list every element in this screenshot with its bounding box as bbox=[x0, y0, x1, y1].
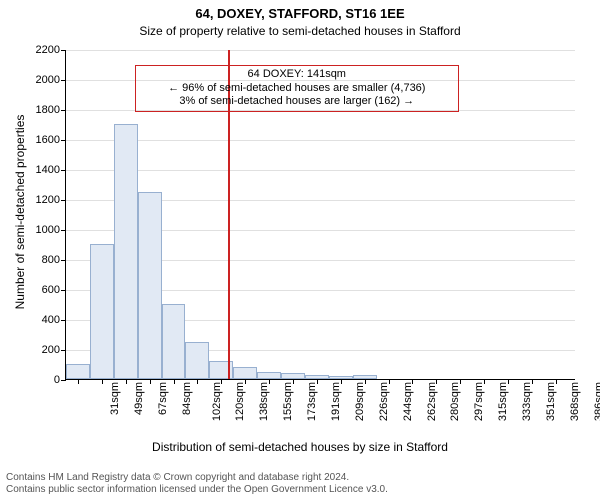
xtick-label: 31sqm bbox=[109, 382, 121, 415]
ytick-label: 800 bbox=[42, 254, 66, 266]
ytick-label: 1000 bbox=[36, 224, 66, 236]
xtick-mark bbox=[221, 379, 222, 384]
xtick-label: 173sqm bbox=[306, 382, 318, 421]
ytick-label: 600 bbox=[42, 284, 66, 296]
xtick-label: 315sqm bbox=[497, 382, 509, 421]
chart-footer: Contains HM Land Registry data © Crown c… bbox=[0, 472, 600, 495]
ytick-label: 1800 bbox=[36, 104, 66, 116]
xtick-mark bbox=[556, 379, 557, 384]
chart-subtitle: Size of property relative to semi-detach… bbox=[0, 24, 600, 38]
xtick-mark bbox=[317, 379, 318, 384]
xtick-mark bbox=[150, 379, 151, 384]
xtick-mark bbox=[269, 379, 270, 384]
xtick-label: 280sqm bbox=[450, 382, 462, 421]
annotation-line-1: 64 DOXEY: 141sqm bbox=[140, 68, 454, 82]
xtick-mark bbox=[78, 379, 79, 384]
xtick-mark bbox=[460, 379, 461, 384]
xtick-mark bbox=[174, 379, 175, 384]
xtick-label: 138sqm bbox=[258, 382, 270, 421]
histogram-bar bbox=[66, 364, 90, 379]
xtick-label: 120sqm bbox=[235, 382, 247, 421]
histogram-bar bbox=[257, 372, 281, 380]
xtick-mark bbox=[341, 379, 342, 384]
xtick-mark bbox=[532, 379, 533, 384]
histogram-bar bbox=[185, 342, 209, 380]
histogram-bar bbox=[90, 244, 114, 379]
ytick-label: 400 bbox=[42, 314, 66, 326]
annotation-line-2: ← 96% of semi-detached houses are smalle… bbox=[140, 82, 454, 96]
ytick-label: 0 bbox=[54, 374, 66, 386]
footer-line-2: Contains public sector information licen… bbox=[6, 484, 600, 496]
ytick-label: 1400 bbox=[36, 164, 66, 176]
xtick-mark bbox=[365, 379, 366, 384]
xtick-label: 297sqm bbox=[473, 382, 485, 421]
annotation-line-3: 3% of semi-detached houses are larger (1… bbox=[140, 95, 454, 109]
footer-line-1: Contains HM Land Registry data © Crown c… bbox=[6, 472, 600, 484]
y-axis-label: Number of semi-detached properties bbox=[13, 62, 27, 362]
ytick-label: 1200 bbox=[36, 194, 66, 206]
gridline bbox=[66, 170, 575, 171]
xtick-mark bbox=[484, 379, 485, 384]
plot-area: 0200400600800100012001400160018002000220… bbox=[65, 50, 575, 380]
xtick-mark bbox=[293, 379, 294, 384]
xtick-mark bbox=[508, 379, 509, 384]
ytick-label: 2200 bbox=[36, 44, 66, 56]
xtick-label: 351sqm bbox=[545, 382, 557, 421]
ytick-label: 200 bbox=[42, 344, 66, 356]
ytick-label: 2000 bbox=[36, 74, 66, 86]
xtick-label: 386sqm bbox=[593, 382, 600, 421]
xtick-label: 226sqm bbox=[378, 382, 390, 421]
histogram-bar bbox=[138, 192, 162, 380]
x-axis-label: Distribution of semi-detached houses by … bbox=[0, 440, 600, 454]
xtick-mark bbox=[126, 379, 127, 384]
chart-title: 64, DOXEY, STAFFORD, ST16 1EE bbox=[0, 6, 600, 21]
xtick-label: 49sqm bbox=[133, 382, 145, 415]
ytick-label: 1600 bbox=[36, 134, 66, 146]
xtick-label: 368sqm bbox=[569, 382, 581, 421]
xtick-mark bbox=[197, 379, 198, 384]
histogram-bar bbox=[162, 304, 186, 379]
xtick-mark bbox=[389, 379, 390, 384]
gridline bbox=[66, 140, 575, 141]
xtick-label: 209sqm bbox=[354, 382, 366, 421]
xtick-mark bbox=[245, 379, 246, 384]
chart-container: { "chart": { "type": "histogram", "title… bbox=[0, 0, 600, 500]
xtick-mark bbox=[436, 379, 437, 384]
xtick-label: 244sqm bbox=[402, 382, 414, 421]
annotation-box: 64 DOXEY: 141sqm← 96% of semi-detached h… bbox=[135, 65, 459, 112]
xtick-label: 333sqm bbox=[521, 382, 533, 421]
xtick-label: 102sqm bbox=[211, 382, 223, 421]
histogram-bar bbox=[114, 124, 138, 379]
gridline bbox=[66, 50, 575, 51]
xtick-label: 84sqm bbox=[181, 382, 193, 415]
xtick-label: 262sqm bbox=[426, 382, 438, 421]
xtick-label: 155sqm bbox=[282, 382, 294, 421]
xtick-label: 67sqm bbox=[157, 382, 169, 415]
xtick-mark bbox=[412, 379, 413, 384]
xtick-mark bbox=[102, 379, 103, 384]
histogram-bar bbox=[233, 367, 257, 379]
xtick-label: 191sqm bbox=[330, 382, 342, 421]
